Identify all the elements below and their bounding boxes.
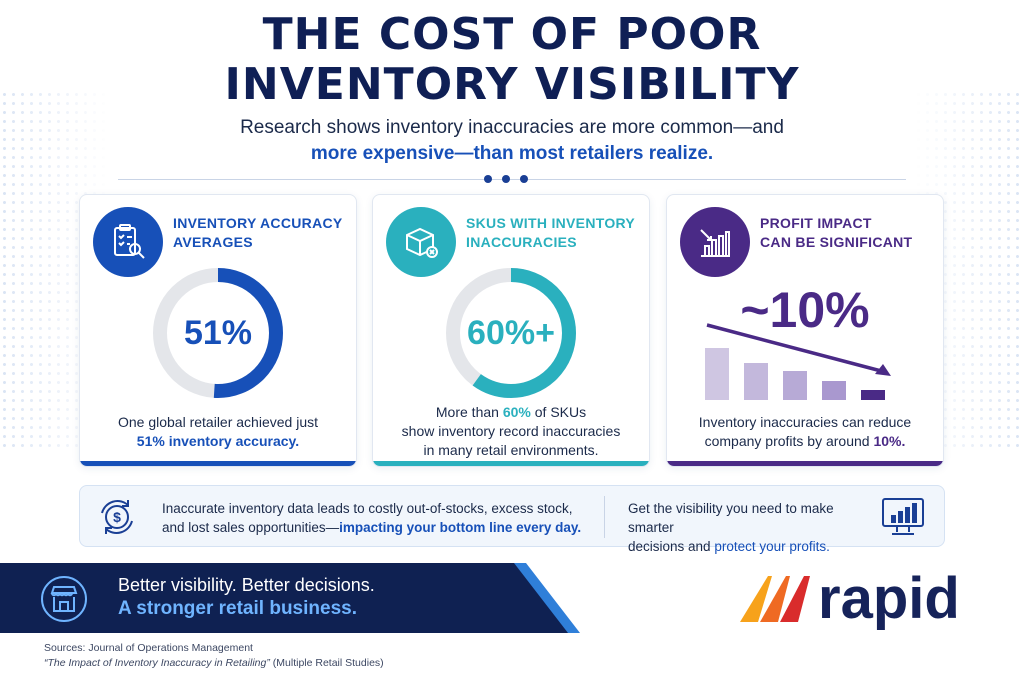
card-sku-inaccuracies: SKUS WITH INVENTORY INACCURACIES 60%+ Mo… [372, 194, 650, 467]
divider-dots [484, 175, 528, 183]
card-heading: PROFIT IMPACT CAN BE SIGNIFICANT [760, 215, 913, 250]
info-strip: $ Inaccurate inventory data leads to cos… [79, 485, 945, 554]
footer-tagline-1: Better visibility. Better decisions. [118, 575, 375, 595]
card-heading: SKUS WITH INVENTORY INACCURACIES [466, 215, 636, 250]
profit-impact-value: ~10% [740, 282, 870, 338]
sources: Sources: Journal of Operations Managemen… [44, 642, 384, 669]
rapid-logo-mark [740, 576, 810, 622]
card-inventory-accuracy: INVENTORY ACCURACY AVERAGES 51% One glob… [79, 194, 357, 467]
subtitle: Research shows inventory inaccuracies ar… [0, 115, 1024, 167]
title-line-2: INVENTORY VISIBILITY [224, 59, 800, 110]
storefront-icon [41, 576, 87, 622]
footer-tagline-2: A stronger retail business. [118, 598, 357, 619]
box-error-icon [386, 207, 456, 277]
page-title: THE COST OF POOR INVENTORY VISIBILITY [0, 10, 1024, 110]
declining-chart-icon [680, 207, 750, 277]
title-line-1: THE COST OF POOR [262, 9, 762, 60]
subtitle-line-1: Research shows inventory inaccuracies ar… [240, 117, 784, 138]
footer-banner [0, 563, 574, 633]
dollar-cycle-icon: $ [101, 500, 133, 534]
section-divider [118, 179, 906, 180]
card-heading: INVENTORY ACCURACY AVERAGES [173, 215, 343, 250]
sku-value: 60%+ [467, 313, 555, 352]
subtitle-line-2: more expensive—than most retailers reali… [310, 143, 714, 164]
info-left-text: Inaccurate inventory data leads to costl… [162, 501, 582, 535]
card-accent-bar [373, 461, 649, 466]
svg-text:$: $ [113, 509, 121, 525]
accuracy-donut [153, 268, 283, 398]
card-accent-bar [80, 461, 356, 466]
declining-bars-graphic [705, 323, 891, 400]
accuracy-value: 51% [183, 313, 253, 352]
card-description: One global retailer achieved just 51% in… [117, 414, 318, 449]
info-separator [604, 496, 605, 538]
card-description: Inventory inaccuracies can reduce compan… [698, 414, 912, 449]
card-description: More than 60% of SKUs show inventory rec… [401, 404, 621, 458]
sku-donut [446, 268, 576, 398]
monitor-chart-icon [882, 498, 924, 535]
clipboard-search-icon [93, 207, 163, 277]
card-accent-bar [667, 461, 943, 466]
rapid-logo-text: rapid [818, 566, 960, 631]
card-profit-impact: PROFIT IMPACT CAN BE SIGNIFICANT ~10% In… [666, 194, 944, 467]
info-right-text: Get the visibility you need to make smar… [628, 501, 834, 554]
